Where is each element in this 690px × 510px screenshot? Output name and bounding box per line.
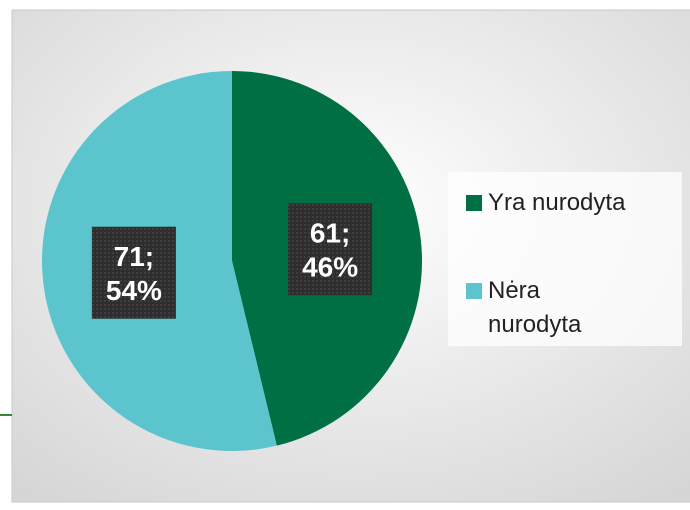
legend-swatch [466,195,482,211]
data-label-text: 71; [114,241,154,272]
data-label-text: 46% [302,252,358,283]
legend-entry: Yra nurodyta [466,186,678,220]
data-label-text: 54% [106,275,162,306]
legend-label: Nėra nurodyta [488,277,582,338]
legend-label: Yra nurodyta [488,189,626,216]
legend: Yra nurodyta Nėra nurodyta [448,172,682,346]
legend-swatch [466,283,482,299]
data-label-box [91,226,176,319]
data-label-text: 61; [310,218,350,249]
legend-entry: Nėra nurodyta [466,274,678,342]
data-label: 71;54% [91,226,176,319]
data-label: 61;46% [288,203,373,296]
data-label-box [288,203,373,296]
data-labels: 61;46% 71;54% [91,203,373,319]
